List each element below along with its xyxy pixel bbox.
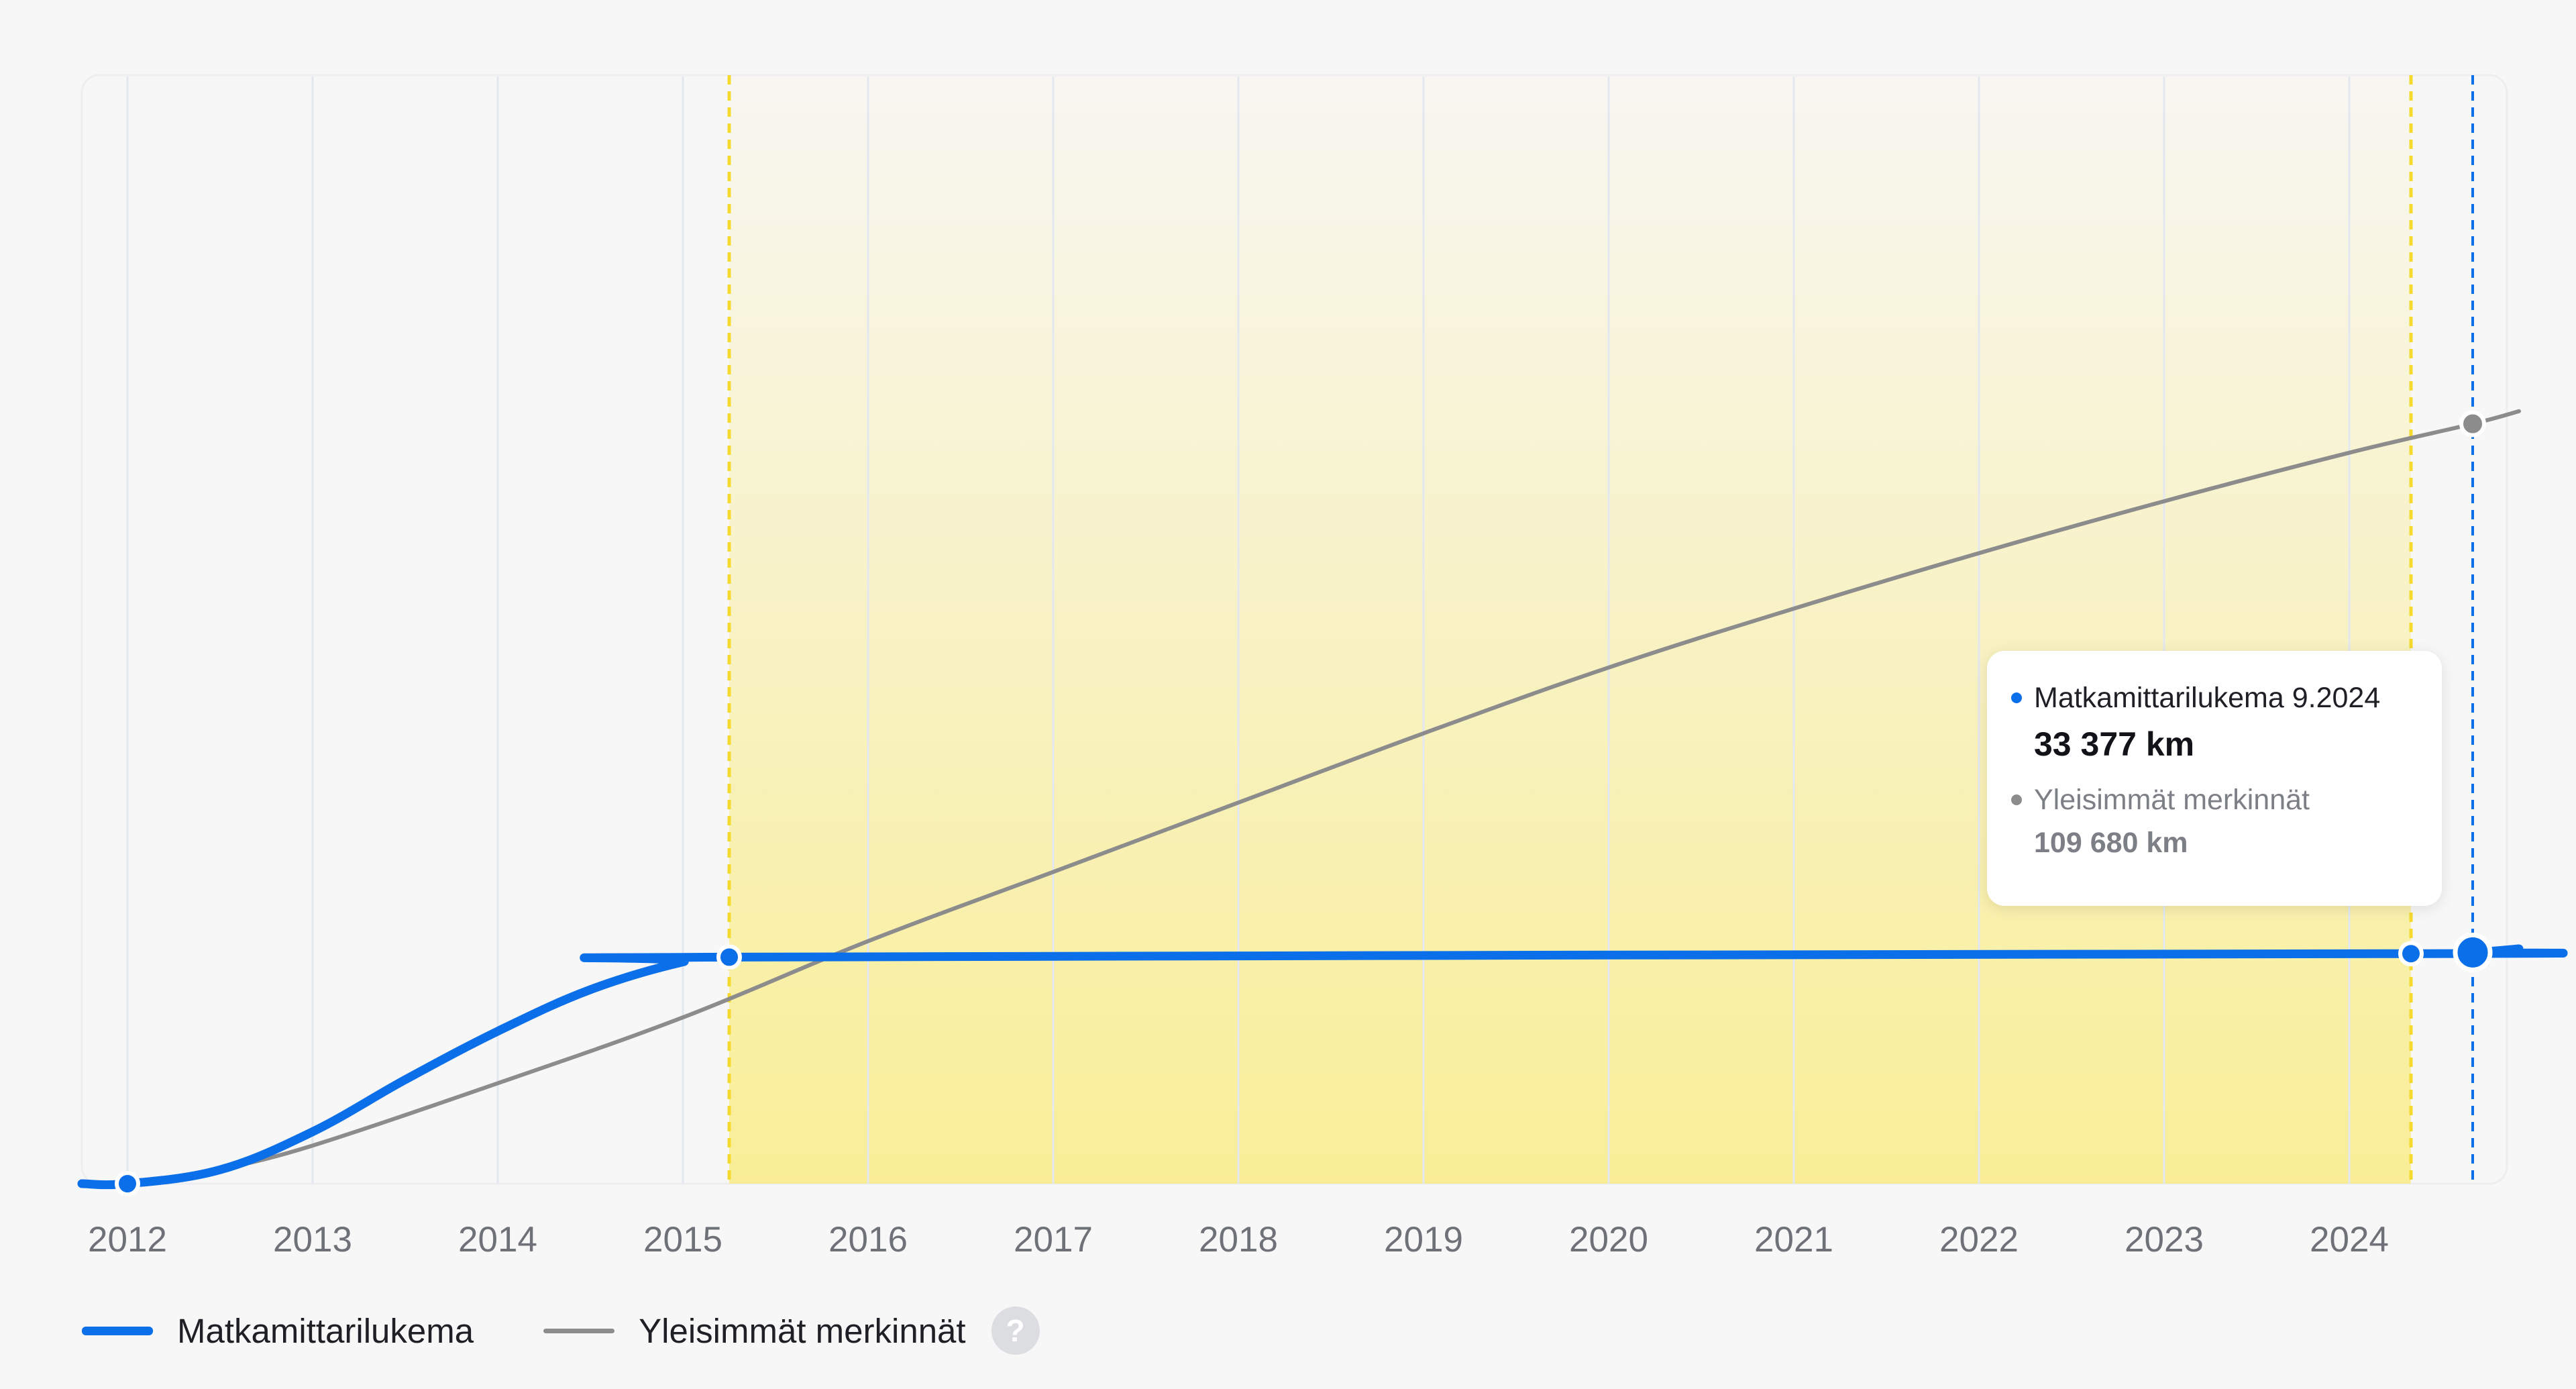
odometer-point-2024-09	[2453, 932, 2493, 972]
series-line-odometer	[77, 944, 2568, 1190]
x-tick-2019: 2019	[1384, 1220, 1463, 1259]
chart-legend: Matkamittarilukema Yleisimmät merkinnät …	[82, 1305, 1040, 1356]
x-tick-2024: 2024	[2310, 1220, 2389, 1259]
tooltip-odometer-label: Matkamittarilukema 9.2024	[2034, 681, 2381, 714]
legend-label-odometer: Matkamittarilukema	[177, 1311, 474, 1350]
common-dot-icon	[2011, 794, 2022, 805]
legend-item-common[interactable]: Yleisimmät merkinnät	[543, 1311, 966, 1351]
x-tick-2017: 2017	[1014, 1220, 1093, 1259]
x-tick-2018: 2018	[1199, 1220, 1278, 1259]
legend-label-common: Yleisimmät merkinnät	[639, 1311, 966, 1350]
tooltip-common-label: Yleisimmät merkinnät	[2034, 783, 2310, 816]
common-line-swatch	[543, 1328, 615, 1333]
help-icon[interactable]: ?	[991, 1306, 1040, 1355]
x-tick-2013: 2013	[273, 1220, 352, 1259]
odometer-line-swatch	[82, 1326, 153, 1335]
odometer-point-2015-04	[716, 944, 742, 970]
chart-tooltip: Matkamittarilukema 9.2024 33 377 km Ylei…	[1987, 651, 2442, 906]
odometer-point-2012-01	[115, 1171, 140, 1196]
x-tick-2014: 2014	[458, 1220, 537, 1259]
odometer-dot-icon	[2011, 692, 2022, 703]
common-point-2024-09	[2459, 410, 2486, 438]
tooltip-odometer-value: 33 377 km	[2034, 725, 2195, 763]
x-tick-2023: 2023	[2125, 1220, 2204, 1259]
x-tick-2021: 2021	[1754, 1220, 1833, 1259]
highlight-period-area	[729, 76, 2411, 1184]
legend-item-odometer[interactable]: Matkamittarilukema	[82, 1311, 474, 1351]
x-tick-2020: 2020	[1569, 1220, 1648, 1259]
x-tick-2015: 2015	[643, 1220, 722, 1259]
series-line-common	[218, 409, 2521, 1172]
odometer-point-2024-05	[2398, 941, 2424, 967]
x-tick-2012: 2012	[88, 1220, 167, 1259]
x-tick-2022: 2022	[1939, 1220, 2019, 1259]
tooltip-common-value: 109 680 km	[2034, 827, 2188, 859]
x-tick-2016: 2016	[828, 1220, 908, 1259]
